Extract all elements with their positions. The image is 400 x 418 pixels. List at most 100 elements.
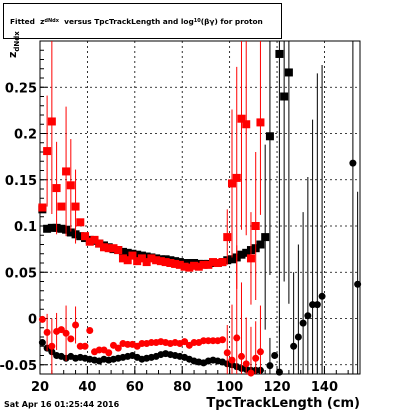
title-z: z (40, 16, 45, 26)
data-point (299, 319, 307, 327)
title-log-sub: 10 (193, 18, 201, 24)
y-axis-label-main: z (6, 51, 19, 58)
data-point (123, 256, 132, 265)
data-point (265, 132, 274, 141)
data-point (266, 362, 274, 370)
data-point (166, 259, 175, 267)
data-point (147, 254, 156, 263)
data-point (199, 260, 208, 269)
data-point (67, 335, 75, 343)
x-tick-label: 80 (173, 380, 191, 395)
y-tick-label: 0 (28, 313, 37, 328)
data-point (237, 352, 245, 360)
data-point (204, 260, 213, 269)
data-point (43, 147, 52, 156)
data-point (38, 339, 46, 347)
x-tick-label: 20 (31, 380, 49, 395)
data-point (242, 248, 251, 257)
title-prefix: Fitted (10, 16, 35, 26)
y-tick-label: 0.2 (14, 128, 37, 143)
data-point (180, 262, 189, 271)
data-point (256, 118, 265, 127)
data-point (142, 252, 151, 261)
data-point (118, 247, 127, 256)
data-point (294, 333, 302, 341)
data-point (57, 224, 66, 233)
x-axis-label: TpcTrackLength (cm) (206, 396, 360, 411)
data-point (85, 237, 94, 246)
data-point (237, 250, 246, 259)
data-point (109, 244, 118, 253)
data-point (284, 68, 293, 77)
data-point (232, 173, 241, 182)
data-point (105, 349, 113, 357)
data-point (271, 352, 279, 359)
chart-title: Fitted z dNdx versus TpcTrackLength and l… (3, 3, 282, 39)
timestamp: Sat Apr 16 01:25:44 2016 (4, 400, 120, 409)
data-point (256, 348, 264, 356)
data-point (228, 255, 236, 264)
data-point (175, 260, 184, 269)
data-point (223, 349, 231, 357)
y-tick-label: 0.1 (14, 220, 37, 235)
data-point (190, 261, 199, 270)
data-point (57, 326, 65, 334)
data-point (118, 254, 127, 263)
y-axis-label: zdNdx (6, 31, 21, 58)
data-point (252, 354, 260, 362)
data-point (156, 257, 165, 266)
x-tick-label: 140 (311, 380, 338, 395)
data-point (123, 248, 132, 257)
data-point (76, 232, 85, 241)
data-point (81, 232, 90, 241)
data-point (275, 49, 284, 58)
data-point (181, 338, 189, 346)
x-tick-label: 100 (216, 380, 243, 395)
data-point (242, 360, 250, 368)
data-point (48, 342, 56, 350)
data-point (95, 239, 104, 248)
data-point (313, 301, 321, 309)
data-point (52, 184, 61, 193)
data-point (237, 114, 246, 123)
data-point (223, 233, 232, 242)
data-point (161, 258, 170, 267)
data-point (280, 92, 289, 101)
y-tick-label: 0.15 (5, 174, 37, 189)
data-point (43, 328, 51, 336)
data-point (251, 222, 260, 230)
data-point (213, 259, 222, 267)
data-point (354, 280, 362, 288)
data-point (219, 336, 227, 344)
data-point (133, 250, 142, 259)
data-point (76, 218, 85, 227)
data-point (38, 315, 46, 323)
y-tick-label: 0.05 (5, 266, 37, 281)
title-mid: versus TpcTrackLength and log (64, 16, 194, 26)
data-point (86, 327, 94, 335)
data-point (247, 369, 255, 377)
data-point (304, 312, 312, 320)
data-point (114, 344, 122, 352)
data-point (114, 246, 123, 255)
data-point (233, 334, 241, 342)
data-point (71, 202, 80, 211)
data-point (100, 243, 108, 252)
data-point (218, 258, 227, 267)
data-point (104, 244, 113, 253)
data-point (275, 368, 283, 376)
y-tick-label: 0.25 (5, 81, 37, 96)
data-point (133, 257, 142, 266)
data-point (72, 321, 80, 329)
y-axis-label-sub: dNdx (13, 31, 22, 52)
data-point (242, 120, 251, 129)
data-point (185, 259, 194, 267)
data-point (137, 254, 146, 263)
data-point (318, 292, 326, 300)
data-point (62, 167, 71, 176)
data-point (66, 181, 75, 190)
data-point (152, 256, 161, 265)
data-point (228, 356, 236, 364)
data-point (57, 202, 66, 211)
